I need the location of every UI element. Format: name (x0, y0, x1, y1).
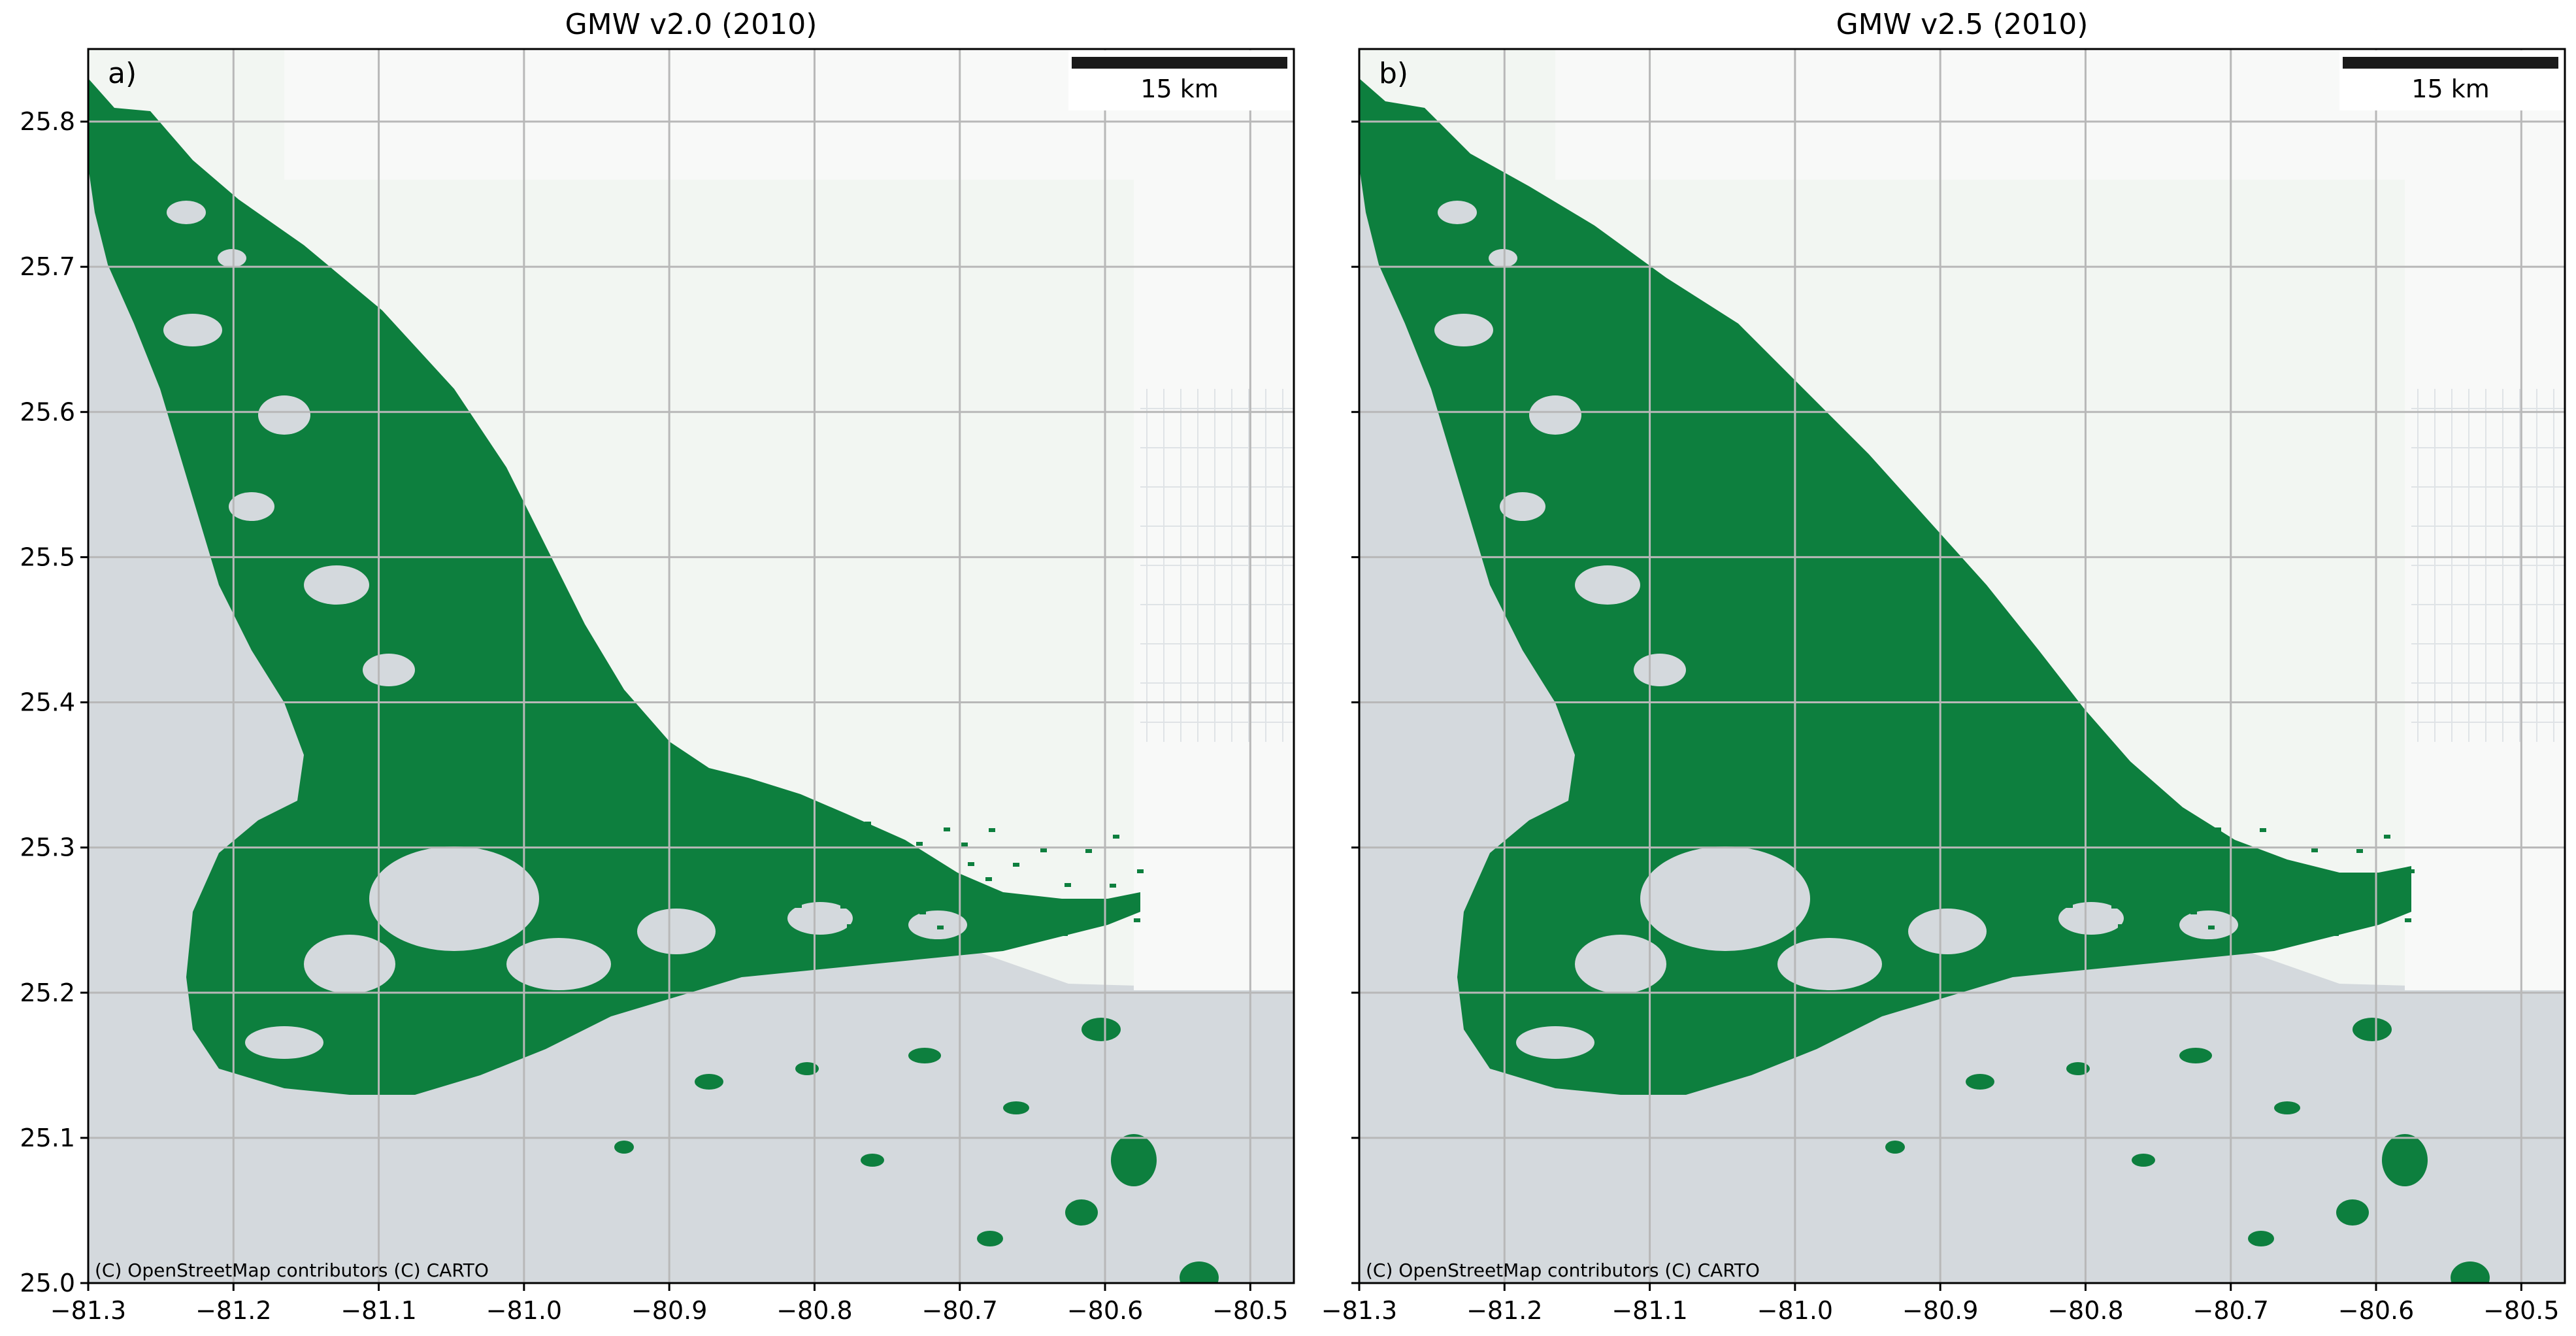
y-tick-label: 25.0 (20, 1269, 75, 1297)
scale-bar-label: 15 km (2411, 75, 2489, 103)
x-tick-label: −80.5 (1212, 1296, 1288, 1325)
gridlines (88, 49, 1294, 1283)
x-tick-label: −81.0 (1757, 1296, 1833, 1325)
x-tick-label: −81.3 (50, 1296, 126, 1325)
x-tick-label: −81.0 (486, 1296, 562, 1325)
x-tick-label: −81.2 (195, 1296, 271, 1325)
x-tick-label: −81.2 (1466, 1296, 1542, 1325)
y-tick-label: 25.4 (20, 688, 75, 717)
map-panel-a: 15 km a) (C) OpenStreetMap contributors (C… (20, 8, 1295, 1325)
panel-label: b) (1379, 57, 1408, 90)
land-area (88, 49, 1294, 990)
scale-bar: 15 km (1068, 50, 1293, 110)
y-tick-label: 25.5 (20, 543, 75, 571)
basemap (88, 49, 1294, 1283)
basemap (1359, 49, 2565, 1283)
x-tick-label: −80.9 (1902, 1296, 1978, 1325)
x-tick-label: −80.7 (922, 1296, 998, 1325)
urban-area (1134, 49, 1294, 990)
scale-bar-label: 15 km (1140, 75, 1218, 103)
map-frame (1358, 48, 2566, 1284)
x-tick-label: −81.3 (1321, 1296, 1397, 1325)
x-tick-label: −80.7 (2193, 1296, 2269, 1325)
y-tick-label: 25.1 (20, 1124, 75, 1152)
x-tick-label: −80.5 (2483, 1296, 2559, 1325)
scale-bar-line (2343, 57, 2558, 69)
scale-bar-line (1072, 57, 1287, 69)
panel-label: a) (108, 57, 137, 90)
urban-area (2405, 49, 2565, 990)
x-tick-label: −80.9 (631, 1296, 707, 1325)
attribution: (C) OpenStreetMap contributors (C) CARTO (95, 1260, 489, 1281)
y-tick-label: 25.8 (20, 107, 75, 136)
x-tick-label: −80.6 (2338, 1296, 2414, 1325)
mangrove-extent (1359, 78, 2490, 1283)
land-north (1555, 49, 2405, 180)
panel-title: GMW v2.5 (2010) (1836, 8, 2089, 41)
y-tick-label: 25.6 (20, 397, 75, 426)
land-north (284, 49, 1134, 180)
mangrove-extent (88, 78, 1219, 1283)
x-tick-label: −81.1 (1611, 1296, 1687, 1325)
x-tick-label: −80.8 (776, 1296, 852, 1325)
attribution: (C) OpenStreetMap contributors (C) CARTO (1366, 1260, 1760, 1281)
y-tick-label: 25.2 (20, 978, 75, 1007)
panel-title: GMW v2.0 (2010) (565, 8, 817, 41)
x-tick-label: −81.1 (340, 1296, 416, 1325)
map-panel-b: 15 km b) (C) OpenStreetMap contributors (C… (1321, 8, 2566, 1325)
y-tick-label: 25.3 (20, 833, 75, 862)
map-frame (87, 48, 1295, 1284)
y-tick-label: 25.7 (20, 252, 75, 281)
gridlines (1359, 49, 2565, 1283)
x-tick-label: −80.8 (2047, 1296, 2123, 1325)
x-tick-label: −80.6 (1067, 1296, 1143, 1325)
scale-bar: 15 km (2339, 50, 2564, 110)
